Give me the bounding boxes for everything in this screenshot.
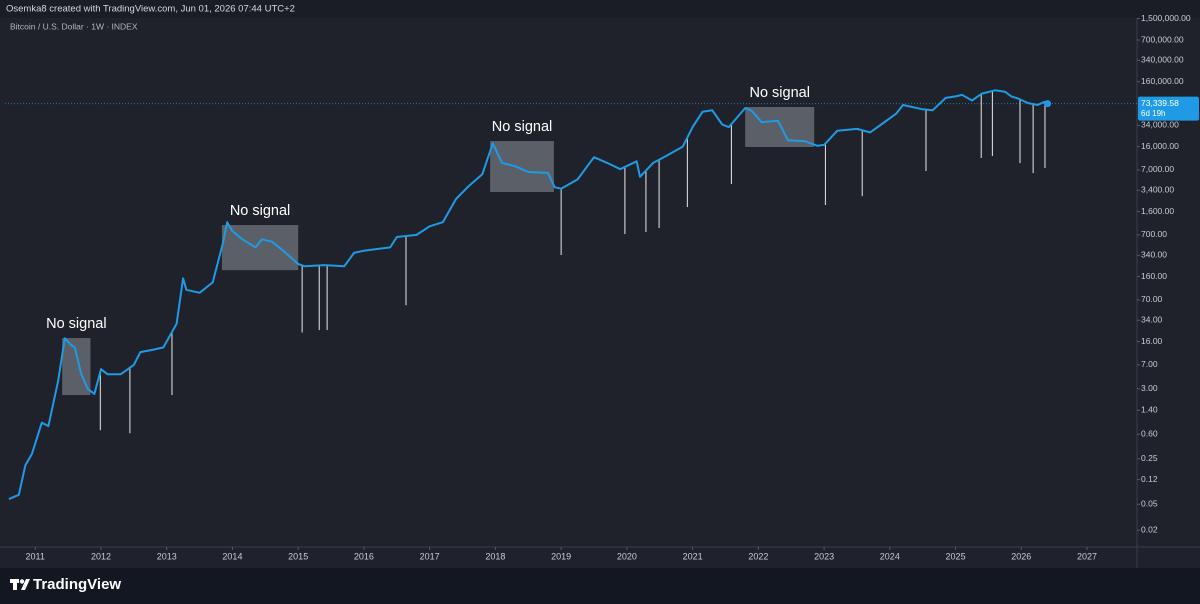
countdown: 6d 19h <box>1141 109 1165 118</box>
y-tick-label: 3.00 <box>1141 383 1158 393</box>
x-tick-label: 2027 <box>1077 551 1097 561</box>
x-tick-label: 2016 <box>354 551 374 561</box>
y-tick-label: 0.02 <box>1141 524 1158 534</box>
y-tick-label: 0.60 <box>1141 428 1158 438</box>
caption: Osemka8 created with TradingView.com, Ju… <box>6 4 295 15</box>
x-tick-label: 2026 <box>1011 551 1031 561</box>
price-tag <box>1138 96 1199 121</box>
x-tick-label: 2020 <box>617 551 637 561</box>
x-tick-label: 2019 <box>551 551 571 561</box>
x-tick-label: 2022 <box>748 551 768 561</box>
y-tick-label: 0.05 <box>1141 499 1158 509</box>
y-tick-label: 700.00 <box>1141 229 1167 239</box>
header-bar <box>0 0 1200 18</box>
y-tick-label: 340.00 <box>1141 250 1167 260</box>
no-signal-box <box>490 141 554 193</box>
x-tick-label: 2013 <box>157 551 177 561</box>
annotation-label: No signal <box>492 119 552 135</box>
y-tick-label: 0.25 <box>1141 453 1158 463</box>
x-tick-label: 2012 <box>91 551 111 561</box>
annotation-label: No signal <box>230 203 290 219</box>
y-tick-label: 0.12 <box>1141 474 1158 484</box>
chart-title: Bitcoin / U.S. Dollar · 1W · INDEX <box>10 21 138 31</box>
annotation-label: No signal <box>46 316 106 332</box>
x-tick-label: 2018 <box>485 551 505 561</box>
y-tick-label: 700,000.00 <box>1141 34 1184 44</box>
plot-area <box>0 18 1137 547</box>
y-tick-label: 160,000.00 <box>1141 76 1184 86</box>
y-tick-label: 16.00 <box>1141 336 1163 346</box>
y-tick-label: 3,400.00 <box>1141 185 1174 195</box>
price-line-series <box>8 89 1049 501</box>
brand-logo <box>10 579 30 590</box>
x-tick-label: 2025 <box>946 551 966 561</box>
y-tick-label: 34,000.00 <box>1141 120 1179 130</box>
price-tag-label: 73,339.58 <box>1141 98 1179 108</box>
y-tick-label: 34.00 <box>1141 315 1163 325</box>
x-tick-label: 2017 <box>420 551 440 561</box>
last-point <box>1044 100 1052 108</box>
time-axis <box>0 547 1200 568</box>
x-tick-label: 2023 <box>814 551 834 561</box>
y-tick-label: 1,500,000.00 <box>1141 13 1191 23</box>
annotation-label: No signal <box>749 85 809 101</box>
y-tick-label: 16,000.00 <box>1141 141 1179 151</box>
y-tick-label: 70.00 <box>1141 294 1163 304</box>
y-tick-label: 1.40 <box>1141 405 1158 415</box>
y-tick-label: 340,000.00 <box>1141 55 1184 65</box>
x-tick-label: 2015 <box>288 551 308 561</box>
y-tick-label: 7,000.00 <box>1141 164 1174 174</box>
brand: TradingView <box>33 576 121 593</box>
x-tick-label: 2024 <box>880 551 900 561</box>
x-tick-label: 2014 <box>222 551 242 561</box>
y-tick-label: 160.00 <box>1141 271 1167 281</box>
x-tick-label: 2011 <box>26 551 45 561</box>
y-tick-label: 1,600.00 <box>1141 206 1174 216</box>
x-tick-label: 2021 <box>683 551 703 561</box>
y-tick-label: 7.00 <box>1141 359 1158 369</box>
